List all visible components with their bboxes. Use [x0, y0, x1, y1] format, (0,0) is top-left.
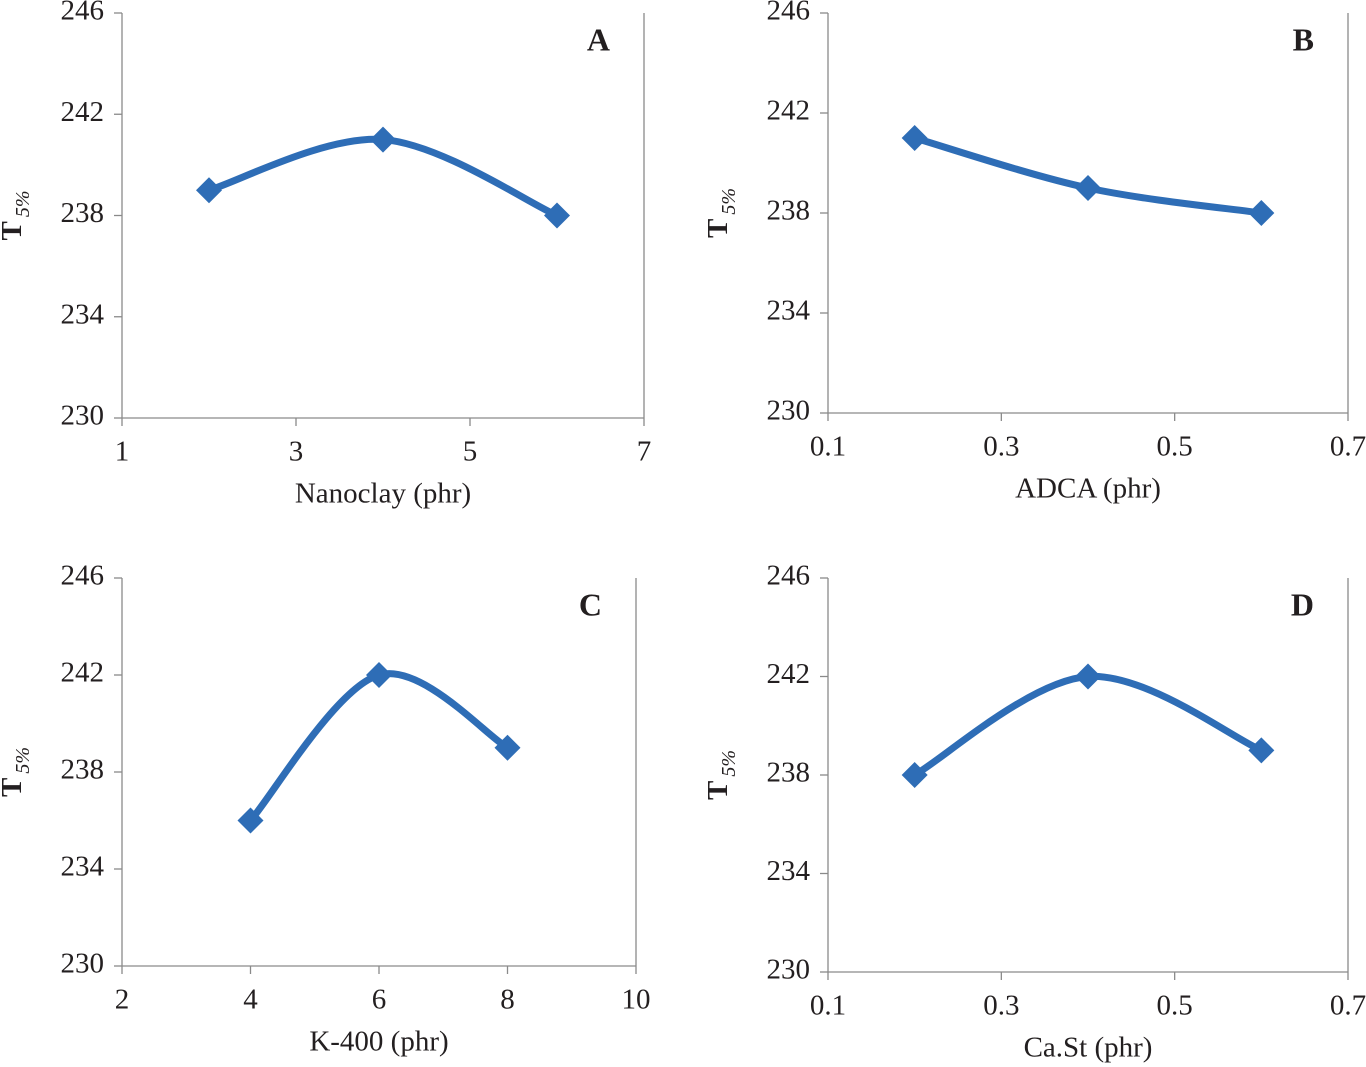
x-axis-label: Nanoclay (phr): [295, 478, 471, 510]
y-tick-label: 234: [767, 855, 811, 887]
y-tick-label: 238: [61, 197, 105, 229]
y-tick-label: 242: [61, 657, 105, 689]
panel-label: B: [1293, 21, 1314, 57]
y-tick-label: 242: [767, 658, 811, 690]
y-axis-label-subscript: 5%: [718, 750, 740, 777]
series-line: [911, 672, 1265, 779]
x-tick-label: 6: [372, 984, 387, 1016]
y-tick-label: 238: [767, 195, 811, 227]
y-tick-label: 234: [61, 298, 105, 330]
y-axis-label-subscript: 5%: [718, 188, 740, 215]
x-tick-label: 5: [463, 436, 478, 468]
x-tick-label: 0.5: [1157, 431, 1193, 463]
x-tick-label: 2: [115, 984, 130, 1016]
x-tick-label: 10: [622, 984, 651, 1016]
y-axis-label-main: T: [702, 219, 734, 238]
x-axis-label: K-400 (phr): [309, 1026, 448, 1058]
point-marker: [1075, 663, 1101, 690]
x-tick-label: 7: [637, 436, 652, 468]
y-axis-label-subscript: 5%: [12, 190, 34, 217]
y-axis-label: T 5%: [0, 747, 34, 797]
point-marker: [544, 202, 570, 229]
point-marker: [901, 762, 928, 788]
x-tick-label: 0.3: [983, 431, 1019, 463]
point-marker: [494, 734, 521, 761]
y-tick-label: 238: [767, 757, 811, 789]
y-axis-label-main: T: [702, 781, 734, 800]
y-tick-label: 230: [767, 954, 811, 986]
series-line: [247, 670, 511, 824]
y-tick-label: 246: [767, 0, 811, 27]
y-tick-label: 234: [767, 295, 811, 327]
point-marker: [196, 177, 222, 204]
x-tick-label: 0.7: [1330, 990, 1366, 1022]
panel-label: A: [587, 21, 610, 57]
y-axis-label: T 5%: [702, 188, 740, 238]
x-tick-label: 0.3: [983, 990, 1019, 1022]
y-tick-label: 242: [767, 95, 811, 127]
x-axis-label: Ca.St (phr): [1024, 1032, 1153, 1064]
point-marker: [901, 125, 928, 151]
x-tick-label: 3: [289, 436, 304, 468]
y-axis-label: T 5%: [702, 750, 740, 800]
y-axis-label-subscript: 5%: [12, 747, 34, 774]
point-marker: [237, 807, 264, 834]
chart-panel: 230 234 238 242 246 0.1 0.3 0.5 0.7 Ca.St (phr) T 5…: [702, 560, 1366, 1064]
chart-panel: 230 234 238 242 246 1 3 5 7 Nanoclay (phr) T 5% A: [0, 0, 651, 510]
x-tick-label: 4: [243, 984, 258, 1016]
y-tick-label: 246: [767, 560, 811, 592]
point-marker: [366, 662, 392, 688]
y-tick-label: 238: [61, 754, 105, 786]
x-axis-label: ADCA (phr): [1015, 473, 1161, 505]
y-tick-label: 246: [61, 0, 105, 27]
panel-label: C: [579, 586, 602, 622]
x-tick-label: 0.1: [810, 431, 846, 463]
point-marker: [1075, 175, 1101, 201]
y-tick-label: 230: [767, 395, 811, 427]
y-tick-label: 230: [61, 400, 105, 432]
y-tick-label: 230: [61, 948, 105, 980]
point-marker: [1248, 737, 1275, 764]
point-marker: [370, 126, 396, 153]
point-marker: [1248, 200, 1275, 226]
y-axis-label-main: T: [0, 221, 28, 240]
x-tick-label: 0.5: [1157, 990, 1193, 1022]
y-tick-label: 242: [61, 96, 105, 128]
x-tick-label: 0.1: [810, 990, 846, 1022]
y-tick-label: 234: [61, 851, 105, 883]
y-tick-label: 246: [61, 560, 105, 592]
x-tick-label: 0.7: [1330, 431, 1366, 463]
x-tick-label: 8: [500, 984, 515, 1016]
chart-panel: 230 234 238 242 246 0.1 0.3 0.5 0.7 ADCA (phr) T 5%…: [702, 0, 1366, 505]
panel-label: D: [1291, 586, 1314, 622]
y-axis-label-main: T: [0, 778, 28, 797]
x-tick-label: 1: [115, 436, 130, 468]
y-axis-label: T 5%: [0, 190, 34, 240]
